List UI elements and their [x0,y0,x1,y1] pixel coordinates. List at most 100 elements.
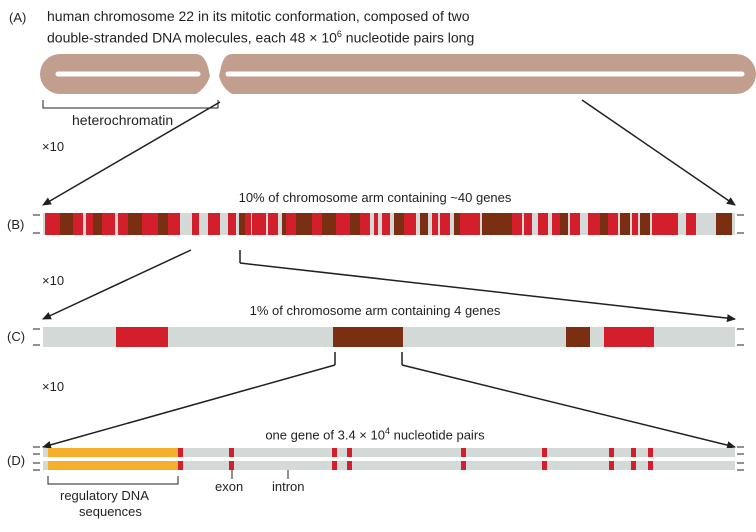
panel-c-strip [43,327,735,347]
panel-b-gene-segment [652,213,668,235]
zoom-line-c-left-diag [42,364,336,449]
panel-b-gene-segment [118,213,128,235]
panel-c-gene-3 [566,327,590,347]
exon-mark-top [229,448,234,457]
zoom-label-a-to-b: ×10 [42,139,65,154]
panel-b-gene-segment [570,213,580,235]
panel-b-gene-segment [268,213,278,235]
zoom-line-a-left [42,101,221,206]
panel-b-gene-segment [102,213,115,235]
panel-b-gene-segment [440,213,450,235]
panel-b-gene-segment [608,213,618,235]
panel-d-caption-pre: one gene of 3.4 × 10 [265,427,385,443]
panel-b-gene-segment [512,213,522,235]
exon-mark-bottom [542,461,547,470]
panel-b-gene-segment [45,213,60,235]
regulatory-bracket [47,476,179,485]
heterochromatin-bracket [42,100,219,109]
exon-mark-top [347,448,352,457]
zoom-line-c-right-diag [401,364,736,449]
panel-b-gene-segment [312,213,322,235]
panel-b-gene-segment [228,213,236,235]
panel-b-gene-segment [73,213,83,235]
panel-b-gene-segment [394,213,404,235]
chromosome [40,54,756,94]
panel-b-gene-segment [60,213,73,235]
panel-b-gene-segment [640,213,650,235]
panel-b-gene-segment [296,213,312,235]
panel-b-gene-segment [668,213,678,235]
zoom-line-b-right-diag [239,262,736,323]
panel-d-caption-sup: 4 [384,426,390,436]
panel-b-gene-segment [322,213,336,235]
panel-b-gene-segment [538,213,548,235]
panel-b-gene-segment [93,213,102,235]
panel-b-gene-segment [350,213,360,235]
panel-b-gene-segment [192,213,199,235]
panel-a-caption-line2-sup: 6 [336,29,342,39]
regulatory-region-bottom [48,461,178,470]
zoom-label-c-to-d: ×10 [42,379,65,394]
panel-b-gene-segment [454,213,460,235]
regulatory-region-top [48,448,178,457]
exon-mark-top [648,448,653,457]
panel-b-gene-segments [45,213,732,235]
panel-b-gene-segment [382,213,390,235]
panel-d-caption-post: nucleotide pairs [389,427,485,443]
panel-b-gene-segment [620,213,630,235]
panel-b-gene-segment [336,213,350,235]
panel-b-gene-segment [86,213,93,235]
panel-b-gene-segment [560,213,568,235]
exon-mark-top [542,448,547,457]
panel-b-gene-segment [524,213,532,235]
panel-b-gene-segment [404,213,416,235]
panel-b-letter: (B) [7,217,25,232]
panel-b-gene-segment [158,213,168,235]
panel-b-strip [43,213,735,235]
panel-b-gene-segment [282,213,286,235]
panel-b-gene-segment [632,213,638,235]
panel-b-gene-segment [168,213,180,235]
panel-b-gene-segment [432,213,438,235]
panel-c-gene-2 [333,327,403,347]
panel-d-strand-top [43,448,735,457]
panel-d-strand-bottom [43,461,735,470]
zoom-label-b-to-c: ×10 [42,273,65,288]
panel-a-caption-line1: human chromosome 22 in its mitotic confo… [47,8,470,24]
panel-d-double-strand [43,448,735,470]
zoom-line-b-left [42,249,192,320]
panel-a-caption-line2: double-stranded DNA molecules, each 48 ×… [47,26,474,46]
panel-b-gene-segment [716,213,732,235]
exon-mark-top [609,448,614,457]
panel-b-gene-segment [552,213,560,235]
regulatory-label-line1: regulatory DNA [60,488,149,503]
panel-c-caption: 1% of chromosome arm containing 4 genes [249,303,501,318]
panel-b-gene-segment [374,213,378,235]
exon-mark-bottom [631,461,636,470]
panel-a-letter: (A) [9,10,27,25]
panel-b-gene-segment [588,213,600,235]
heterochromatin-label: heterochromatin [72,112,174,128]
panel-d-caption: one gene of 3.4 × 104 nucleotide pairs [190,423,560,443]
exon-mark-bottom [229,461,234,470]
exon-mark-bottom [648,461,653,470]
exon-mark-bottom [347,461,352,470]
panel-c-letter: (C) [7,329,26,344]
exon-mark-top [332,448,337,457]
panel-d-letter: (D) [7,453,26,468]
panel-b-caption: 10% of chromosome arm containing ~40 gen… [238,190,512,205]
panel-c-gene-4 [604,327,654,347]
panel-b-gene-segment [286,213,296,235]
exon-mark-top [461,448,466,457]
panel-b-gene-segment [252,213,266,235]
exon-mark-top [631,448,636,457]
panel-b-gene-segment [239,213,245,235]
exon-mark-bottom [609,461,614,470]
exon-label: exon [215,479,244,494]
panel-b-gene-segment [420,213,428,235]
panel-a-caption-line2-pre: double-stranded DNA molecules, each 48 ×… [47,29,337,46]
panel-d-exons [178,448,653,470]
panel-b-gene-segment [600,213,608,235]
